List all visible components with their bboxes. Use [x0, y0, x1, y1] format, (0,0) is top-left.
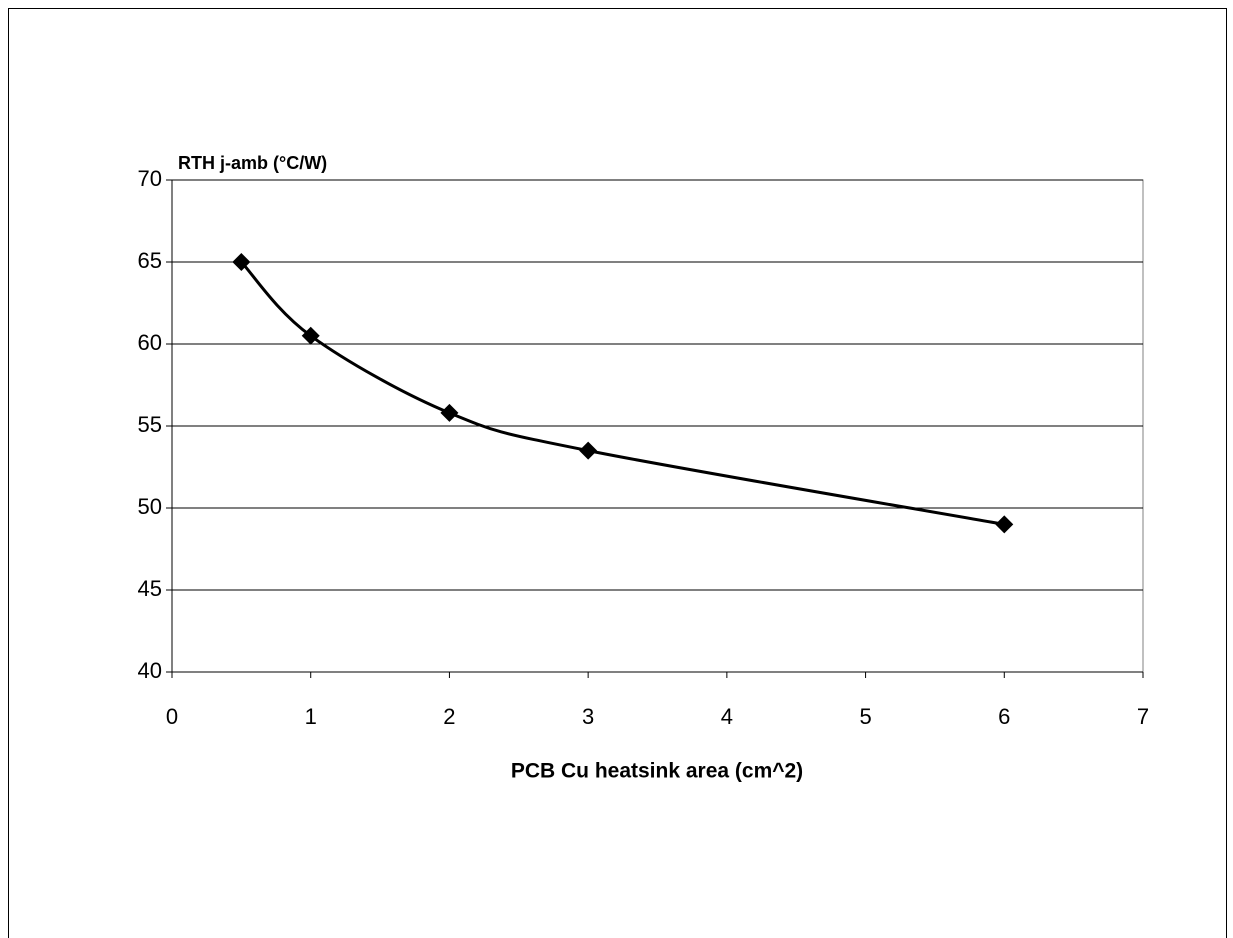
x-axis-title: PCB Cu heatsink area (cm^2): [511, 760, 803, 783]
y-tick-label: 60: [138, 330, 162, 355]
y-axis-title: RTH j-amb (°C/W): [178, 153, 327, 173]
y-tick-label: 65: [138, 248, 162, 273]
data-point: [995, 515, 1014, 534]
x-tick-label: 7: [1137, 704, 1149, 729]
x-tick-label: 1: [305, 704, 317, 729]
x-tick-label: 2: [443, 704, 455, 729]
x-tick-label: 6: [998, 704, 1010, 729]
data-point: [579, 441, 598, 460]
chart-frame: [8, 8, 1227, 938]
x-tick-label: 3: [582, 704, 594, 729]
y-tick-label: 45: [138, 576, 162, 601]
data-point: [301, 326, 320, 345]
y-tick-label: 70: [138, 166, 162, 191]
data-point: [232, 253, 251, 271]
x-tick-label: 5: [859, 704, 871, 729]
y-tick-label: 55: [138, 412, 162, 437]
x-tick-label: 4: [721, 704, 733, 729]
data-point: [440, 403, 459, 422]
data-line: [240, 260, 1005, 526]
x-tick-label: 0: [166, 704, 178, 729]
y-tick-label: 40: [138, 658, 162, 683]
y-tick-label: 50: [138, 494, 162, 519]
